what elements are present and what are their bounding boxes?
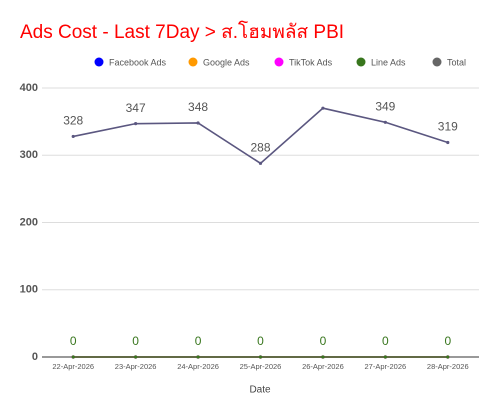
legend-label: Total xyxy=(447,57,466,67)
data-label: 328 xyxy=(63,114,83,128)
data-label: 288 xyxy=(250,140,270,154)
data-point xyxy=(383,120,387,124)
x-tick-label: 26-Apr-2026 xyxy=(302,362,344,371)
data-label: 0 xyxy=(444,334,451,348)
data-label: 0 xyxy=(257,334,264,348)
data-point xyxy=(134,355,138,359)
data-label: 319 xyxy=(438,120,458,134)
data-label: 0 xyxy=(70,334,77,348)
data-point xyxy=(446,355,450,359)
data-label: 0 xyxy=(195,334,202,348)
data-point xyxy=(196,121,200,125)
x-tick-label: 28-Apr-2026 xyxy=(427,362,469,371)
data-label: 348 xyxy=(188,100,208,114)
x-tick-label: 23-Apr-2026 xyxy=(115,362,157,371)
data-point xyxy=(258,161,263,165)
x-tick-label: 24-Apr-2026 xyxy=(177,362,219,371)
legend-swatch xyxy=(188,57,198,67)
data-point xyxy=(383,355,387,359)
data-point xyxy=(446,140,450,145)
legend-swatch xyxy=(274,57,284,67)
data-label: 0 xyxy=(132,334,139,348)
data-point xyxy=(71,134,75,139)
data-label: 347 xyxy=(126,101,146,115)
data-point xyxy=(258,355,263,359)
data-point xyxy=(196,355,200,359)
chart-title: Ads Cost - Last 7Day > ส.โฮมพลัส PBI xyxy=(20,20,344,43)
legend-swatch xyxy=(94,57,104,67)
data-label: 0 xyxy=(320,334,327,348)
data-label: 349 xyxy=(375,99,395,113)
y-tick-label: 400 xyxy=(20,82,38,94)
x-axis-title: Date xyxy=(249,385,271,396)
data-label: 0 xyxy=(382,334,389,348)
y-tick-label: 300 xyxy=(20,149,38,161)
x-tick-label: 22-Apr-2026 xyxy=(52,362,94,371)
data-point xyxy=(321,106,325,110)
legend-label: Google Ads xyxy=(203,57,250,67)
legend-swatch xyxy=(356,57,366,67)
legend-label: TikTok Ads xyxy=(289,57,333,67)
data-point xyxy=(71,355,75,359)
x-tick-label: 27-Apr-2026 xyxy=(365,362,407,371)
data-point xyxy=(321,355,325,359)
x-tick-label: 25-Apr-2026 xyxy=(240,362,282,371)
legend-label: Line Ads xyxy=(371,57,406,67)
legend-label: Facebook Ads xyxy=(109,57,167,67)
y-tick-label: 200 xyxy=(20,216,38,228)
y-tick-label: 100 xyxy=(20,284,38,296)
legend-swatch xyxy=(432,57,442,67)
y-tick-label: 0 xyxy=(32,351,38,363)
data-point xyxy=(134,122,138,126)
